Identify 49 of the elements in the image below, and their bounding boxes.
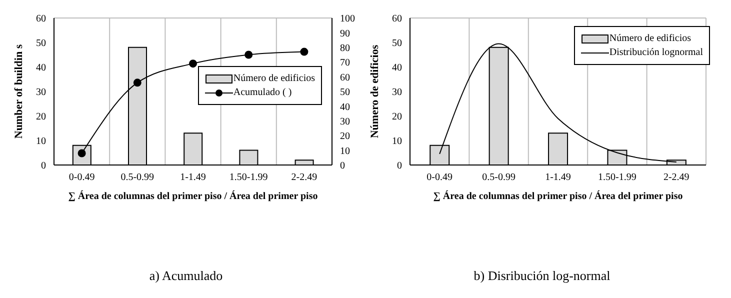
x-tick-label: 1-1.49 [545,172,571,184]
y2-tick-label: 50 [340,87,350,98]
x-tick-label: 2-2.49 [663,172,690,184]
y2-tick-label: 10 [340,146,350,157]
y2-tick-label: 60 [340,72,350,84]
x-tick-label: 0-0.49 [426,172,453,184]
legend-label: Número de edificios [233,73,315,84]
y2-tick-label: 70 [340,58,350,69]
y-tick-label: 30 [392,87,402,98]
y2-tick-label: 90 [340,28,350,40]
x-axis-title: ∑ Área de columnas del primer piso / Área del primer piso [68,190,318,202]
y-tick-label: 10 [36,136,46,148]
text: b) Disribución log-normal [472,268,612,284]
y2-tick-label: 80 [340,42,350,54]
y-axis-title: Number of buildin s [12,44,25,139]
x-tick-label: 1-1.49 [180,172,206,184]
legend-label: Número de edificios [609,33,692,44]
x-tick-label: 0-0.49 [68,172,95,184]
y-tick-label: 50 [392,38,402,50]
point [133,78,142,87]
x-tick-label: 1.50-1.99 [229,172,268,184]
y-tick-label: 0 [41,160,46,172]
y-tick-label: 40 [392,62,402,74]
y-tick-label: 0 [397,160,402,172]
y2-tick-label: 0 [340,160,345,172]
y-axis-title: Número de edificios [368,44,381,138]
x-tick-label: 2-2.49 [291,172,318,184]
y-tick-label: 20 [392,112,402,123]
y2-tick-label: 20 [340,131,350,142]
y-tick-label: 10 [392,136,402,148]
x-tick-label: 0.5-0.99 [120,172,154,184]
y-tick-label: 40 [36,62,46,74]
x-tick-label: 1.50-1.99 [598,172,636,184]
y2-tick-label: 40 [340,102,350,113]
x-axis-title: ∑ Área de columnas del primer piso / Área del primer piso [433,190,683,202]
legend-label: Distribución lognormal [609,47,703,58]
y2-tick-label: 30 [340,116,350,128]
y-tick-label: 50 [36,38,46,50]
y-tick-label: 60 [392,14,402,25]
text: a) Acumulado [148,268,224,284]
y-tick-label: 30 [36,87,46,98]
x-tick-label: 0.5-0.99 [482,172,516,184]
point [189,60,197,68]
point [300,48,308,56]
y-tick-label: 20 [36,112,46,123]
legend-label: Acumulado ( ) [233,87,292,98]
y2-tick-label: 100 [340,14,355,25]
y-tick-label: 60 [36,14,46,25]
point [244,50,253,59]
